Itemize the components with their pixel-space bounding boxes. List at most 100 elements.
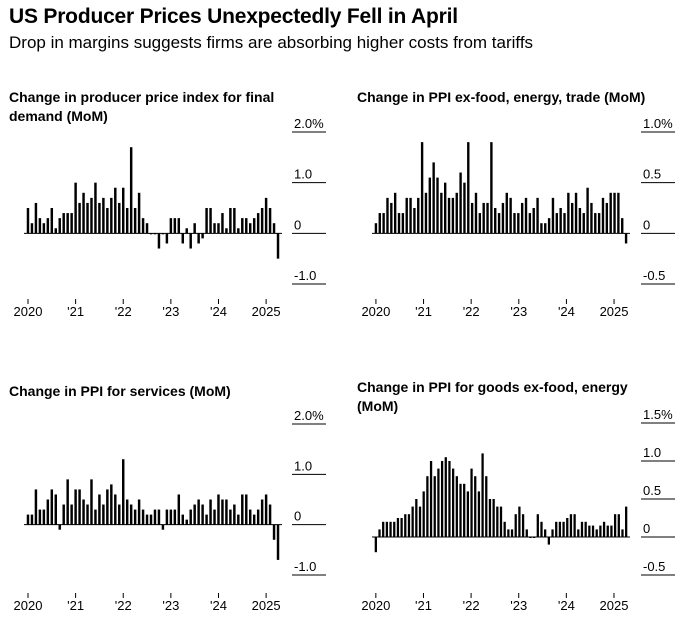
bar: [110, 197, 113, 234]
bar: [405, 197, 408, 234]
bar: [563, 213, 566, 234]
bar: [46, 499, 50, 525]
bar: [606, 525, 609, 537]
bar: [245, 494, 248, 525]
y-tick-label: 1.0: [643, 445, 661, 460]
bar: [393, 521, 396, 537]
bar: [588, 525, 591, 537]
bar: [389, 521, 392, 537]
bar: [524, 197, 528, 234]
bar: [517, 213, 520, 234]
bar: [157, 233, 161, 249]
panel-title-core-ppi: Change in PPI ex-food, energy, trade (Mo…: [357, 89, 646, 105]
bar: [621, 529, 624, 537]
bar: [426, 476, 429, 537]
bar: [133, 208, 137, 234]
bar: [217, 223, 220, 234]
bar: [455, 476, 458, 537]
bar: [169, 509, 173, 525]
bar: [415, 499, 418, 537]
bar: [400, 518, 403, 537]
bar: [605, 202, 609, 234]
bar: [189, 509, 192, 525]
y-tick-label: 0.5: [643, 483, 661, 498]
bar: [42, 509, 46, 525]
bar: [374, 537, 377, 553]
bar: [276, 524, 280, 560]
bar: [401, 213, 405, 234]
bar: [86, 202, 89, 234]
bar: [129, 504, 133, 525]
bar: [129, 147, 133, 234]
bar: [440, 192, 443, 234]
bar: [256, 509, 260, 525]
bar: [161, 233, 165, 235]
bar: [374, 223, 378, 234]
bar: [486, 202, 489, 234]
bar: [440, 461, 444, 537]
bar: [577, 529, 580, 537]
bar: [264, 494, 268, 525]
y-tick-label: 1.0: [294, 167, 312, 182]
bar: [429, 461, 433, 537]
bar: [122, 187, 125, 234]
bar: [544, 529, 547, 537]
bar: [268, 208, 272, 234]
page-title: US Producer Prices Unexpectedly Fell in …: [9, 5, 458, 28]
bar: [525, 529, 528, 537]
bar: [62, 504, 65, 525]
x-tick-label: '24: [210, 598, 227, 613]
bar: [66, 213, 69, 234]
bar: [536, 514, 539, 537]
x-tick-label: '22: [463, 304, 480, 319]
y-tick-label: -1.0: [294, 268, 316, 283]
bar: [501, 202, 505, 234]
x-tick-label: 2020: [361, 304, 390, 319]
bar: [272, 524, 276, 540]
bar: [509, 197, 512, 234]
bar: [102, 197, 105, 234]
bar: [451, 197, 455, 234]
bar: [34, 202, 38, 234]
bar: [569, 514, 573, 537]
bar: [233, 208, 236, 234]
bar: [594, 213, 597, 234]
bar: [256, 213, 260, 234]
bar: [66, 479, 69, 525]
bar: [617, 192, 620, 234]
x-tick-label: 2025: [252, 598, 281, 613]
bar: [602, 521, 606, 537]
bar: [173, 509, 177, 525]
bar: [559, 208, 562, 234]
bar: [411, 506, 414, 537]
bar: [197, 233, 200, 244]
y-tick-label: 1.5%: [643, 407, 673, 422]
y-tick-label: 0: [294, 509, 301, 524]
bar: [520, 202, 524, 234]
bar: [558, 521, 562, 537]
bar: [213, 509, 216, 525]
bar: [264, 197, 268, 234]
y-tick-label: 1.0: [294, 458, 312, 473]
bar: [157, 509, 161, 525]
bar: [125, 208, 129, 234]
bar: [459, 483, 462, 537]
x-tick-label: '24: [558, 304, 575, 319]
bar: [424, 192, 428, 234]
bar: [497, 213, 501, 234]
bar: [378, 529, 381, 537]
bar: [225, 499, 228, 525]
bar: [114, 494, 117, 525]
bar: [161, 524, 165, 530]
bar: [470, 468, 473, 537]
bar: [513, 213, 516, 234]
bar: [114, 187, 117, 234]
bar: [385, 521, 389, 537]
x-tick-label: '23: [510, 304, 527, 319]
bar: [510, 529, 514, 537]
bar: [485, 476, 488, 537]
bar: [610, 525, 613, 537]
bar: [233, 504, 236, 525]
bar: [571, 202, 574, 234]
bar: [38, 218, 42, 234]
